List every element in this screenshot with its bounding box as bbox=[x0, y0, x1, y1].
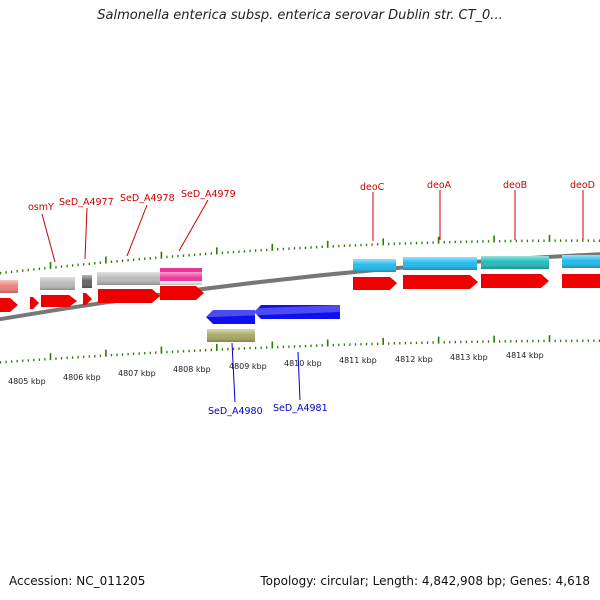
outer-tick-ring bbox=[0, 234, 600, 275]
reverse-label-leaders bbox=[231, 342, 301, 403]
axis-tick-labels: 4805 kbp 4806 kbp 4807 kbp 4808 kbp 4809… bbox=[8, 351, 544, 386]
gene-label-SeD_A4978: SeD_A4978 bbox=[120, 193, 175, 204]
cds-arrow-a4980 bbox=[206, 310, 255, 324]
cds-arrow-a4981 bbox=[254, 305, 340, 319]
gene-label-deoC: deoC bbox=[360, 182, 385, 193]
tick-label-4809: 4809 kbp bbox=[229, 362, 267, 371]
gene-label-SeD_A4980: SeD_A4980 bbox=[208, 406, 263, 417]
reverse-gene-labels: SeD_A4980 SeD_A4981 bbox=[208, 403, 328, 417]
gene-label-deoA: deoA bbox=[427, 180, 452, 191]
page-title: Salmonella enterica subsp. enterica sero… bbox=[97, 8, 503, 23]
cds-arrow-a4977 bbox=[83, 293, 92, 305]
cds-arrow-deoB bbox=[481, 274, 549, 288]
tick-label-4806: 4806 kbp bbox=[63, 373, 101, 382]
gene-label-osmY: osmY bbox=[28, 202, 54, 213]
tick-label-4814: 4814 kbp bbox=[506, 351, 544, 360]
gene-label-deoD: deoD bbox=[570, 180, 595, 191]
tick-label-4812: 4812 kbp bbox=[395, 355, 433, 364]
cds-arrow-osmY bbox=[41, 295, 77, 307]
forward-label-leaders bbox=[41, 190, 584, 263]
cds-arrow-deoC bbox=[353, 277, 397, 290]
tick-label-4805: 4805 kbp bbox=[8, 377, 46, 386]
cds-arrow-deoA bbox=[403, 275, 478, 289]
footer-genome-info: Topology: circular; Length: 4,842,908 bp… bbox=[260, 574, 590, 588]
footer-accession: Accession: NC_011205 bbox=[9, 574, 146, 588]
cds-arrow-a4979 bbox=[160, 286, 204, 300]
cds-arrow-small bbox=[30, 297, 39, 309]
tick-label-4811: 4811 kbp bbox=[339, 356, 377, 365]
cds-arrow-partial-left bbox=[0, 298, 18, 312]
cds-arrow-a4978 bbox=[98, 289, 160, 303]
tick-label-4813: 4813 kbp bbox=[450, 353, 488, 362]
gene-label-SeD_A4979: SeD_A4979 bbox=[181, 189, 236, 200]
gene-label-deoB: deoB bbox=[503, 180, 527, 191]
tick-label-4807: 4807 kbp bbox=[118, 369, 156, 378]
reverse-cds-track bbox=[206, 305, 340, 324]
tick-label-4808: 4808 kbp bbox=[173, 365, 211, 374]
cds-arrow-deoD bbox=[562, 274, 600, 288]
forward-cog-track bbox=[0, 255, 600, 293]
tick-label-4810: 4810 kbp bbox=[284, 359, 322, 368]
forward-cds-track bbox=[0, 274, 600, 312]
forward-gene-labels: osmY SeD_A4977 SeD_A4978 SeD_A4979 deoC … bbox=[28, 180, 595, 213]
gene-label-SeD_A4981: SeD_A4981 bbox=[273, 403, 328, 414]
gene-label-SeD_A4977: SeD_A4977 bbox=[59, 197, 114, 208]
